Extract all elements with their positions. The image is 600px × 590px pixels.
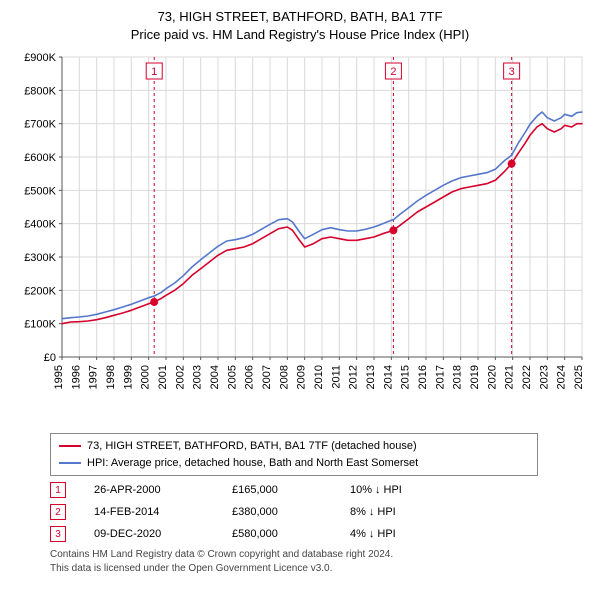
legend-row-price-paid: 73, HIGH STREET, BATHFORD, BATH, BA1 7TF… (59, 438, 529, 455)
chart-title-line1: 73, HIGH STREET, BATHFORD, BATH, BA1 7TF (10, 8, 590, 26)
svg-text:2019: 2019 (469, 365, 481, 389)
event-row-1: 1 26-APR-2000 £165,000 10% ↓ HPI (50, 482, 550, 498)
svg-text:£700K: £700K (24, 119, 56, 131)
svg-text:£400K: £400K (24, 219, 56, 231)
event-table: 1 26-APR-2000 £165,000 10% ↓ HPI 2 14-FE… (50, 482, 550, 542)
svg-text:1998: 1998 (105, 365, 117, 389)
svg-text:1999: 1999 (122, 365, 134, 389)
svg-text:2016: 2016 (417, 365, 429, 389)
legend-swatch-hpi (59, 462, 81, 464)
legend-swatch-price-paid (59, 445, 81, 447)
event-date-2: 14-FEB-2014 (94, 506, 204, 518)
svg-text:2021: 2021 (504, 365, 516, 389)
svg-text:2024: 2024 (556, 365, 568, 389)
svg-text:2002: 2002 (174, 365, 186, 389)
svg-text:2011: 2011 (330, 365, 342, 389)
footer-line-1: Contains HM Land Registry data © Crown c… (50, 548, 550, 562)
chart-title-line2: Price paid vs. HM Land Registry's House … (10, 26, 590, 44)
svg-text:2005: 2005 (226, 365, 238, 389)
svg-text:£300K: £300K (24, 252, 56, 264)
event-row-2: 2 14-FEB-2014 £380,000 8% ↓ HPI (50, 504, 550, 520)
event-marker-3: 3 (50, 526, 66, 542)
svg-text:£200K: £200K (24, 285, 56, 297)
svg-text:2: 2 (390, 66, 396, 78)
svg-text:3: 3 (509, 66, 515, 78)
svg-text:2009: 2009 (296, 365, 308, 389)
event-marker-1: 1 (50, 482, 66, 498)
svg-text:1995: 1995 (53, 365, 65, 389)
svg-text:2022: 2022 (521, 365, 533, 389)
svg-text:2020: 2020 (486, 365, 498, 389)
arrow-down-icon: ↓ (369, 506, 375, 518)
legend-label-price-paid: 73, HIGH STREET, BATHFORD, BATH, BA1 7TF… (87, 438, 417, 455)
event-date-3: 09-DEC-2020 (94, 528, 204, 540)
svg-text:2007: 2007 (261, 365, 273, 389)
svg-text:2006: 2006 (244, 365, 256, 389)
svg-text:1996: 1996 (70, 365, 82, 389)
legend-label-hpi: HPI: Average price, detached house, Bath… (87, 455, 418, 472)
event-delta-3: 4% ↓ HPI (350, 528, 396, 540)
svg-text:2004: 2004 (209, 365, 221, 389)
svg-text:£0: £0 (44, 352, 56, 364)
footer-line-2: This data is licensed under the Open Gov… (50, 562, 550, 576)
chart-svg: £0 £100K £200K £300K £400K £500K £600K £700K £80… (10, 47, 590, 427)
event-price-1: £165,000 (232, 484, 322, 496)
svg-text:2014: 2014 (382, 365, 394, 389)
svg-text:2010: 2010 (313, 365, 325, 389)
svg-text:2001: 2001 (157, 365, 169, 389)
legend-row-hpi: HPI: Average price, detached house, Bath… (59, 455, 529, 472)
svg-text:1: 1 (151, 66, 157, 78)
svg-text:1997: 1997 (88, 365, 100, 389)
arrow-down-icon: ↓ (375, 484, 381, 496)
svg-text:£500K: £500K (24, 185, 56, 197)
svg-text:2015: 2015 (400, 365, 412, 389)
svg-text:£800K: £800K (24, 85, 56, 97)
chart-container: 73, HIGH STREET, BATHFORD, BATH, BA1 7TF… (0, 0, 600, 581)
arrow-down-icon: ↓ (369, 528, 375, 540)
event-date-1: 26-APR-2000 (94, 484, 204, 496)
svg-text:£900K: £900K (24, 52, 56, 64)
event-delta-1: 10% ↓ HPI (350, 484, 402, 496)
chart-plot-area: £0 £100K £200K £300K £400K £500K £600K £700K £80… (10, 47, 590, 427)
footer: Contains HM Land Registry data © Crown c… (50, 548, 550, 575)
svg-text:2000: 2000 (140, 365, 152, 389)
event-price-3: £580,000 (232, 528, 322, 540)
svg-text:2013: 2013 (365, 365, 377, 389)
svg-text:2003: 2003 (192, 365, 204, 389)
legend: 73, HIGH STREET, BATHFORD, BATH, BA1 7TF… (50, 433, 538, 476)
svg-text:2008: 2008 (278, 365, 290, 389)
svg-text:2025: 2025 (573, 365, 585, 389)
event-row-3: 3 09-DEC-2020 £580,000 4% ↓ HPI (50, 526, 550, 542)
event-delta-2: 8% ↓ HPI (350, 506, 396, 518)
svg-text:2012: 2012 (348, 365, 360, 389)
svg-text:2017: 2017 (434, 365, 446, 389)
svg-text:2023: 2023 (538, 365, 550, 389)
svg-text:2018: 2018 (452, 365, 464, 389)
event-price-2: £380,000 (232, 506, 322, 518)
event-marker-2: 2 (50, 504, 66, 520)
svg-text:£600K: £600K (24, 152, 56, 164)
svg-text:£100K: £100K (24, 319, 56, 331)
